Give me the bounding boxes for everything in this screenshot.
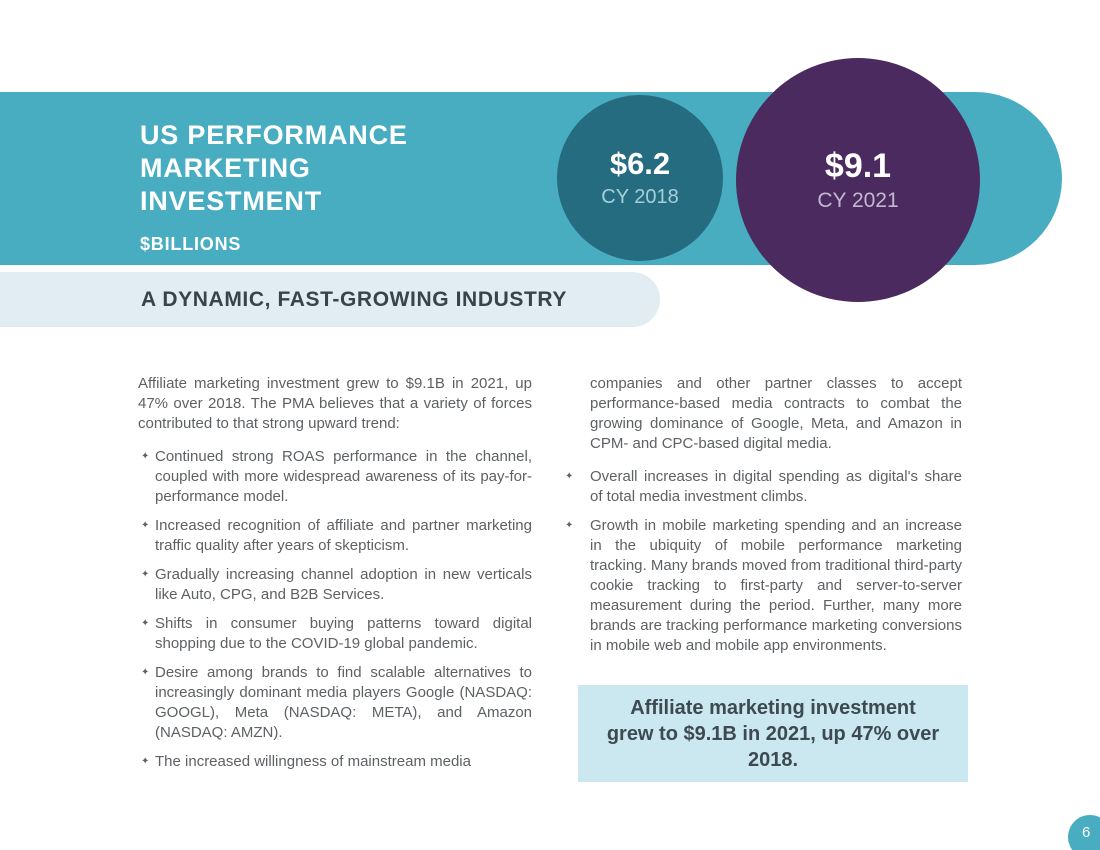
bullet-text: The increased willingness of mainstream … <box>155 753 471 770</box>
bullet-item: ✦ Desire among brands to find scalable al… <box>138 663 532 743</box>
bullet-item: ✦ The increased willingness of mainstream… <box>138 752 532 772</box>
bubble-cy2021: $9.1 CY 2021 <box>736 58 980 302</box>
diamond-bullet-icon: ✦ <box>141 756 150 767</box>
bullet-text: Overall increases in digital spending as… <box>590 468 962 505</box>
page-number-badge: 6 <box>1068 815 1100 850</box>
bullet-item: ✦ Growth in mobile marketing spending and… <box>565 516 962 656</box>
section-title: A DYNAMIC, FAST-GROWING INDUSTRY <box>141 287 567 311</box>
diamond-bullet-icon: ✦ <box>141 451 150 462</box>
diamond-bullet-icon: ✦ <box>141 618 150 629</box>
bullet-text: Growth in mobile marketing spending and … <box>590 517 962 654</box>
page-number: 6 <box>1082 824 1091 841</box>
callout-box: Affiliate marketing investment grew to $… <box>578 685 968 782</box>
units-label: $BILLIONS <box>140 234 242 254</box>
bubble-cy2018-value: $6.2 <box>609 146 671 181</box>
bullet-item: ✦ Overall increases in digital spending a… <box>565 467 962 507</box>
bullet-list-right: ✦ Overall increases in digital spending a… <box>565 467 962 656</box>
page-title-line-2: MARKETING <box>140 153 311 183</box>
bullet-text: Desire among brands to find scalable alt… <box>155 664 532 741</box>
body-column-left: Affiliate marketing investment grew to $… <box>138 374 532 781</box>
page-title-line-3: INVESTMENT <box>140 186 323 216</box>
body-column-right: companies and other partner classes to a… <box>565 374 962 665</box>
bubble-cy2021-label: CY 2021 <box>817 189 899 212</box>
bullet-text: Increased recognition of affiliate and p… <box>155 517 532 554</box>
header-title-block: US PERFORMANCE MARKETING INVESTMENT $BIL… <box>140 119 408 255</box>
diamond-bullet-icon: ✦ <box>141 667 150 678</box>
bullet-item: ✦ Shifts in consumer buying patterns towa… <box>138 614 532 654</box>
bullet-text: Continued strong ROAS performance in the… <box>155 448 532 505</box>
diamond-bullet-icon: ✦ <box>141 569 150 580</box>
bullet-item: ✦ Gradually increasing channel adoption i… <box>138 565 532 605</box>
bullet-text: Gradually increasing channel adoption in… <box>155 566 532 603</box>
bullet-item: ✦ Continued strong ROAS performance in th… <box>138 447 532 507</box>
intro-paragraph: Affiliate marketing investment grew to $… <box>138 375 532 432</box>
bubble-cy2018-label: CY 2018 <box>601 186 679 208</box>
bubble-cy2018: $6.2 CY 2018 <box>557 95 723 261</box>
page-title-line-1: US PERFORMANCE <box>140 120 408 150</box>
bullet-item: ✦ Increased recognition of affiliate and … <box>138 516 532 556</box>
callout-text: Affiliate marketing investment grew to $… <box>606 696 940 771</box>
continuation-paragraph: companies and other partner classes to a… <box>590 375 962 452</box>
diamond-bullet-icon: ✦ <box>141 520 150 531</box>
bullet-list-left: ✦ Continued strong ROAS performance in th… <box>138 447 532 772</box>
diamond-bullet-icon: ✦ <box>565 520 574 531</box>
diamond-bullet-icon: ✦ <box>565 471 574 482</box>
bullet-text: Shifts in consumer buying patterns towar… <box>155 615 532 652</box>
bubble-cy2021-value: $9.1 <box>824 147 892 185</box>
section-banner: A DYNAMIC, FAST-GROWING INDUSTRY <box>0 272 660 327</box>
